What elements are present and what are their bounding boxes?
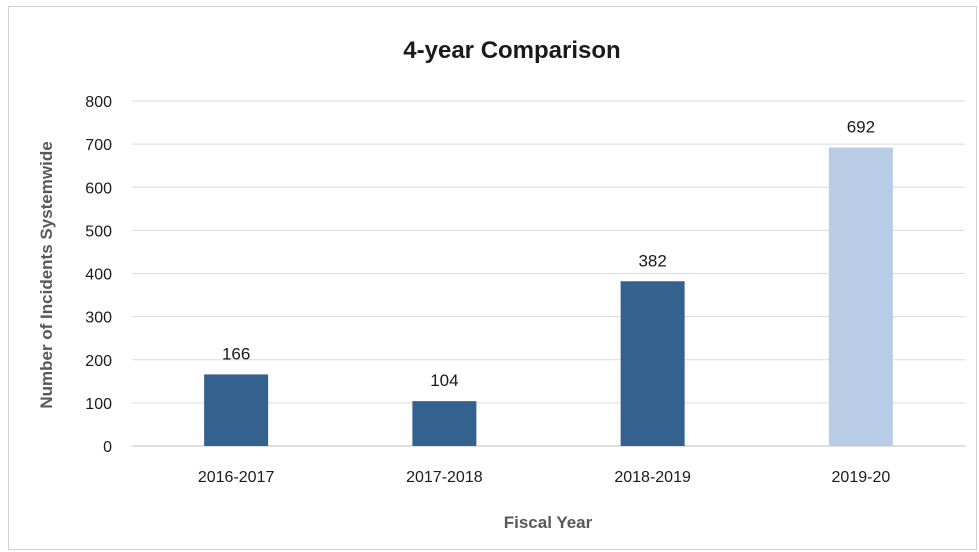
x-tick-label: 2018-2019	[614, 469, 691, 486]
bar-2017-2018	[412, 401, 477, 446]
x-tick-label: 2017-2018	[406, 469, 483, 486]
x-axis-ticks: 2016-2017 2017-2018 2018-2019 2019-20	[198, 469, 890, 486]
x-tick-label: 2019-20	[832, 469, 891, 486]
y-tick-label: 300	[85, 310, 112, 327]
y-tick-label: 400	[85, 267, 112, 284]
data-label: 104	[430, 371, 458, 390]
bar-2019-20	[828, 147, 893, 446]
chart-frame	[8, 6, 977, 550]
y-tick-label: 200	[85, 353, 112, 370]
y-tick-label: 500	[85, 223, 112, 240]
bars	[204, 147, 893, 446]
bar-2018-2019	[620, 281, 685, 446]
y-tick-label: 700	[85, 137, 112, 154]
data-label: 166	[222, 344, 250, 363]
data-labels: 166 104 382 692	[222, 118, 875, 391]
y-tick-label: 600	[85, 180, 112, 197]
y-tick-label: 100	[85, 396, 112, 413]
x-axis-title: Fiscal Year	[504, 513, 593, 532]
y-axis-title: Number of Incidents Systemwide	[37, 141, 56, 408]
chart-title: 4-year Comparison	[403, 37, 620, 64]
y-tick-label: 0	[103, 439, 112, 456]
bar-2016-2017	[204, 374, 269, 446]
y-tick-label: 800	[85, 94, 112, 111]
data-label: 692	[847, 118, 875, 137]
gridlines	[132, 100, 965, 447]
y-axis-ticks: 0 100 200 300 400 500 600 700 800	[85, 94, 112, 456]
x-tick-label: 2016-2017	[198, 469, 275, 486]
data-label: 382	[638, 251, 666, 270]
